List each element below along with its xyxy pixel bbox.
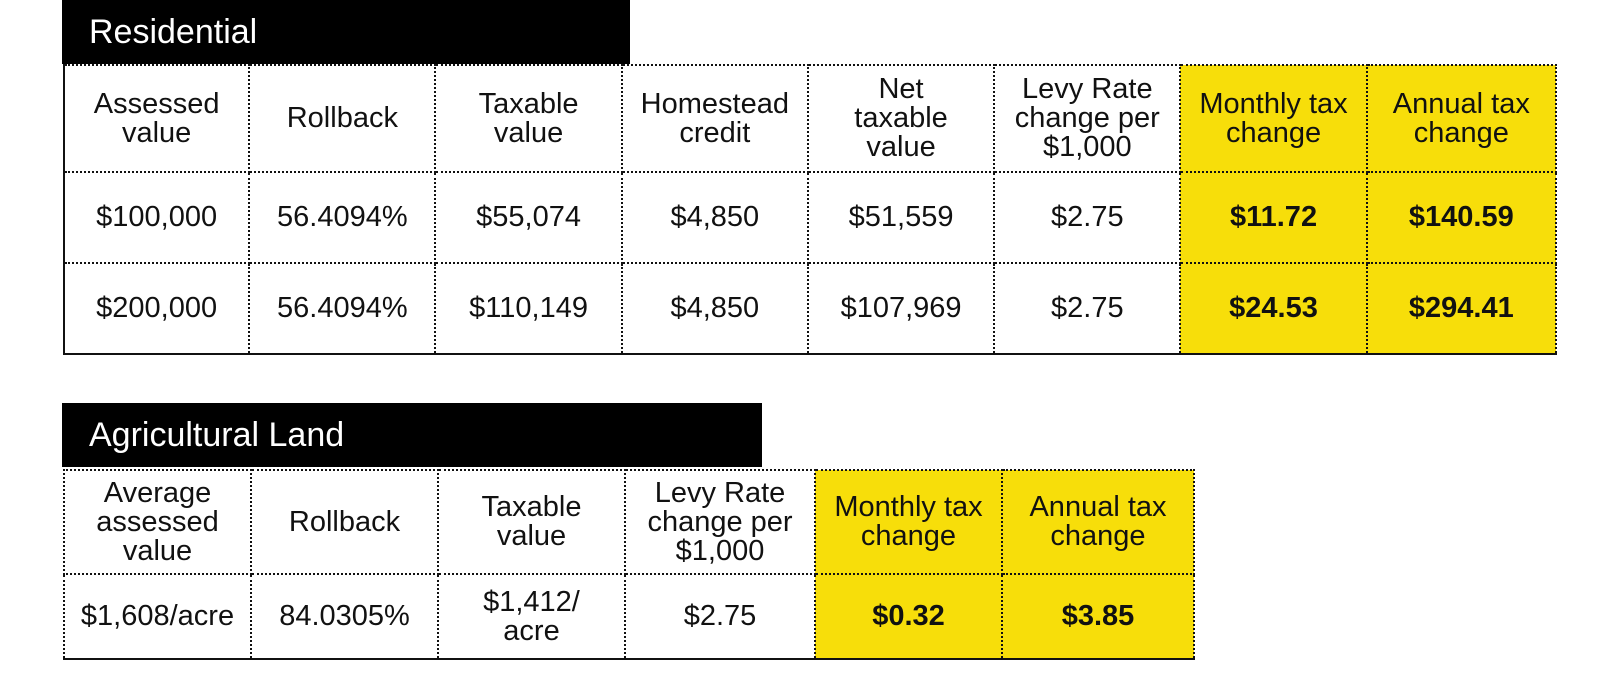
cell-average-assessed-value: $1,608/acre [63, 573, 252, 660]
header-cell-monthly-tax-change: Monthly tax change [1179, 64, 1368, 173]
table-row: $100,000 56.4094% $55,074 $4,850 $51,559… [62, 171, 1558, 264]
residential-header-row: Assessed value Rollback Taxable value Home… [62, 64, 1558, 173]
cell-annual-tax-change: $140.59 [1365, 171, 1558, 264]
header-cell-assessed-value: Assessed value [62, 64, 251, 173]
header-cell-average-assessed-value: Average assessed value [63, 469, 252, 575]
cell-homestead-credit: $4,850 [620, 262, 809, 355]
cell-monthly-tax-change: $24.53 [1179, 262, 1368, 355]
cell-levy-rate-change: $2.75 [993, 171, 1182, 264]
cell-rollback: 56.4094% [248, 171, 437, 264]
cell-assessed-value: $200,000 [62, 262, 251, 355]
cell-rollback: 56.4094% [248, 262, 437, 355]
cell-annual-tax-change: $3.85 [1001, 573, 1195, 660]
table-row: $1,608/acre 84.0305% $1,412/ acre $2.75 … [63, 573, 1195, 660]
agricultural-header-row: Average assessed value Rollback Taxable val… [63, 469, 1195, 575]
cell-monthly-tax-change: $11.72 [1179, 171, 1368, 264]
cell-rollback: 84.0305% [250, 573, 439, 660]
header-cell-annual-tax-change: Annual tax change [1001, 469, 1195, 575]
cell-assessed-value: $100,000 [62, 171, 251, 264]
residential-section-title: Residential [62, 0, 630, 64]
header-cell-monthly-tax-change: Monthly tax change [814, 469, 1003, 575]
agricultural-section-title: Agricultural Land [62, 403, 762, 467]
header-cell-homestead-credit: Homestead credit [620, 64, 809, 173]
header-cell-levy-rate-change: Levy Rate change per $1,000 [993, 64, 1182, 173]
residential-table: Assessed value Rollback Taxable value Home… [62, 64, 1558, 355]
agricultural-title-text: Agricultural Land [89, 415, 345, 454]
cell-levy-rate-change: $2.75 [993, 262, 1182, 355]
cell-taxable-value: $110,149 [434, 262, 623, 355]
header-cell-rollback: Rollback [250, 469, 439, 575]
cell-net-taxable-value: $107,969 [806, 262, 996, 355]
table-row: $200,000 56.4094% $110,149 $4,850 $107,9… [62, 262, 1558, 355]
header-cell-taxable-value: Taxable value [434, 64, 623, 173]
header-cell-net-taxable-value: Net taxable value [806, 64, 996, 173]
cell-homestead-credit: $4,850 [620, 171, 809, 264]
header-cell-annual-tax-change: Annual tax change [1365, 64, 1558, 173]
cell-net-taxable-value: $51,559 [806, 171, 996, 264]
header-cell-taxable-value: Taxable value [437, 469, 626, 575]
agricultural-table: Average assessed value Rollback Taxable val… [63, 469, 1195, 660]
header-cell-rollback: Rollback [248, 64, 437, 173]
cell-monthly-tax-change: $0.32 [814, 573, 1003, 660]
cell-taxable-value: $55,074 [434, 171, 623, 264]
cell-taxable-value: $1,412/ acre [437, 573, 626, 660]
residential-title-text: Residential [89, 12, 258, 51]
cell-levy-rate-change: $2.75 [624, 573, 816, 660]
header-cell-levy-rate-change: Levy Rate change per $1,000 [624, 469, 816, 575]
cell-annual-tax-change: $294.41 [1365, 262, 1558, 355]
